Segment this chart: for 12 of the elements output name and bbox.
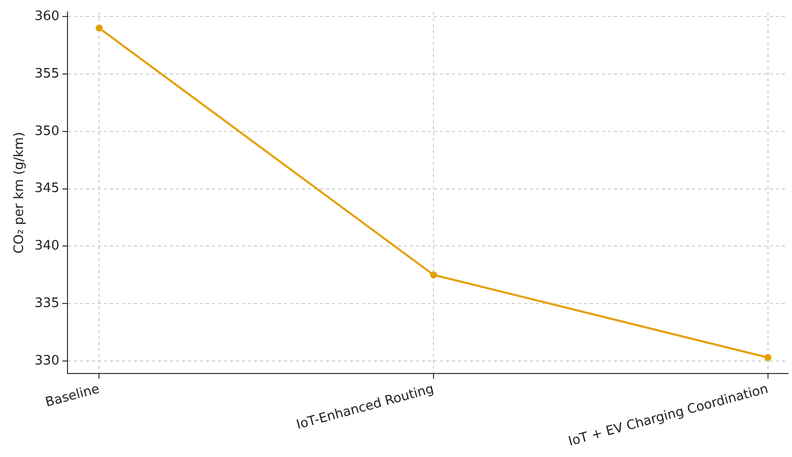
y-tick-label: 350 [34, 124, 60, 139]
y-tick-label: 330 [34, 353, 60, 368]
point [430, 271, 438, 278]
y-tick-label: 335 [34, 296, 60, 311]
y-axis-title: CO₂ per km (g/km) [12, 132, 28, 254]
point [764, 354, 772, 362]
y-tick-label: 340 [34, 238, 60, 254]
point [96, 24, 103, 32]
y-tick-label: 355 [34, 66, 60, 82]
y-tick-label: 360 [34, 8, 60, 24]
x-tick-label: Baseline [44, 382, 102, 411]
y-tick-label: 345 [34, 181, 60, 196]
